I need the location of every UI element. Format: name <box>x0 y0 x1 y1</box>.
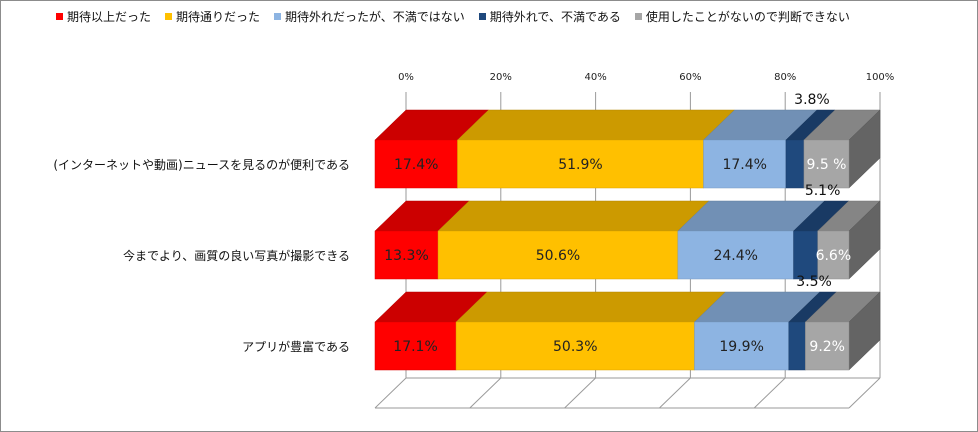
legend-label: 期待以上だった <box>67 10 152 24</box>
bar-segment <box>817 230 850 280</box>
data-label: 50.3% <box>553 339 597 355</box>
legend-label: 期待外れで、不満である <box>489 10 621 24</box>
legend-item: 期待外れで、不満である <box>478 8 621 25</box>
legend-swatch <box>56 13 63 20</box>
bar-segment <box>785 139 805 189</box>
x-tick-label: 100% <box>866 72 895 83</box>
data-label: 5.1% <box>805 183 841 199</box>
data-label: 17.4% <box>722 157 766 173</box>
floor-gridline <box>753 377 786 409</box>
x-tick-label: 20% <box>490 72 512 83</box>
bar-segment <box>374 230 439 280</box>
x-tick-label: 40% <box>584 72 606 83</box>
floor-gridline <box>374 377 407 409</box>
chart-legend: 期待以上だった 期待通りだった 期待外れだったが、不満ではない 期待外れで、不満… <box>56 8 850 25</box>
bar-segment <box>374 139 458 189</box>
bar-segment <box>694 321 790 371</box>
floor-gridline <box>848 377 881 409</box>
bar-segment <box>703 139 787 189</box>
data-label: 51.9% <box>558 157 602 173</box>
floor-gridline <box>564 377 596 409</box>
data-label: 19.9% <box>719 339 763 355</box>
data-label: 17.1% <box>393 339 437 355</box>
bar-segment <box>788 321 806 371</box>
legend-swatch <box>634 13 642 20</box>
legend-swatch <box>274 13 282 20</box>
data-label: 50.6% <box>536 248 580 264</box>
legend-item: 期待外れだったが、不満ではない <box>274 8 465 25</box>
bar-segment <box>803 139 850 189</box>
bar-segment <box>805 321 850 371</box>
data-label: 24.4% <box>713 248 757 264</box>
floor-gridline <box>469 377 502 409</box>
bar-segment <box>457 139 704 189</box>
data-label: 9.5 % <box>806 157 846 173</box>
bar-segment <box>437 230 679 280</box>
x-tick-label: 0% <box>398 72 414 83</box>
legend-item: 使用したことがないので判断できない <box>634 8 850 25</box>
legend-item: 期待以上だった <box>56 8 151 25</box>
data-label: 13.3% <box>384 248 428 264</box>
category-label: (インターネットや動画)ニュースを見るのが便利である <box>53 157 350 172</box>
legend-swatch <box>165 13 173 20</box>
bar-top-face <box>456 109 736 141</box>
legend-swatch <box>478 13 486 20</box>
x-tick-label: 60% <box>679 72 701 83</box>
bar-top-face <box>455 291 727 323</box>
data-label: 6.6% <box>816 248 852 264</box>
bar-segment <box>793 230 818 280</box>
legend-label: 期待通りだった <box>176 10 261 24</box>
x-tick-label: 80% <box>774 72 796 83</box>
category-label: 今までより、画質の良い写真が撮影できる <box>123 248 350 263</box>
category-label: アプリが豊富である <box>242 339 350 354</box>
bar-segment <box>455 321 695 371</box>
legend-item: 期待通りだった <box>165 8 260 25</box>
data-label: 17.4% <box>394 157 438 173</box>
bar-segment <box>374 321 457 371</box>
data-label: 3.5% <box>796 274 832 290</box>
legend-label: 使用したことがないので判断できない <box>645 10 850 24</box>
legend-label: 期待外れだったが、不満ではない <box>285 10 465 24</box>
data-label: 3.8% <box>794 92 830 108</box>
floor-gridline <box>659 377 691 409</box>
data-label: 9.2% <box>809 339 845 355</box>
bar-segment <box>677 230 794 280</box>
bar-top-face <box>437 200 710 232</box>
